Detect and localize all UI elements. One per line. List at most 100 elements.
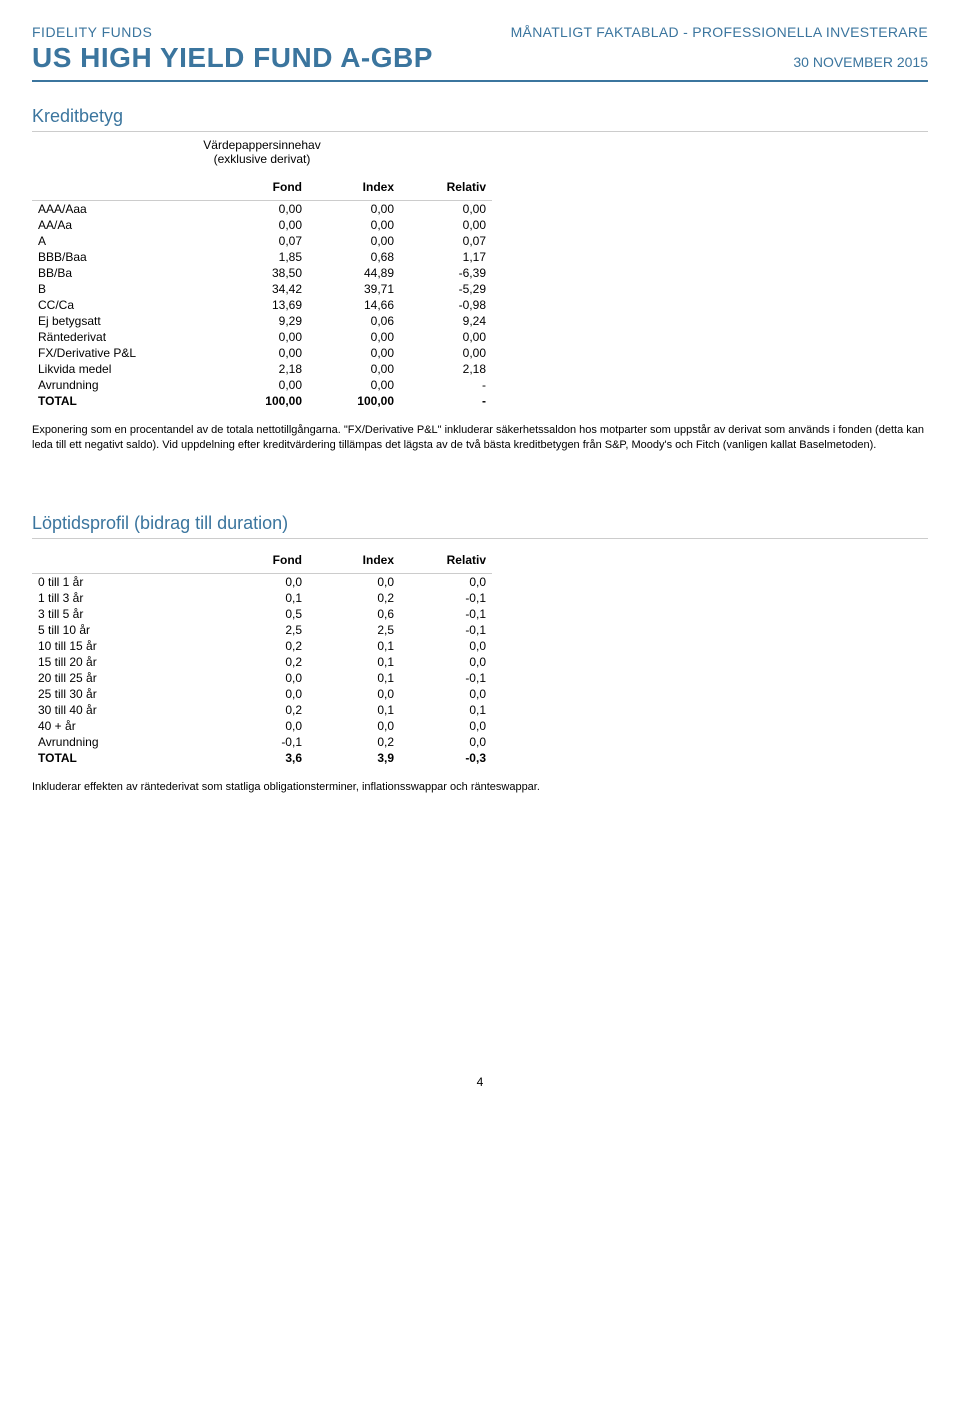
table-cell: -0,1	[400, 622, 492, 638]
table-row: A0,070,000,07	[32, 233, 492, 249]
table-cell: 100,00	[308, 393, 400, 409]
table-cell: -0,1	[400, 670, 492, 686]
table-cell: 0,00	[216, 345, 308, 361]
table-cell: 0,00	[308, 233, 400, 249]
table-cell: -6,39	[400, 265, 492, 281]
table-cell: 0,00	[400, 345, 492, 361]
table-cell: CC/Ca	[32, 297, 216, 313]
table-row: BBB/Baa1,850,681,17	[32, 249, 492, 265]
table-cell: B	[32, 281, 216, 297]
table-row: 10 till 15 år0,20,10,0	[32, 638, 492, 654]
table-cell: 20 till 25 år	[32, 670, 216, 686]
table-row: Ej betygsatt9,290,069,24	[32, 313, 492, 329]
table-cell: Avrundning	[32, 377, 216, 393]
table-cell: 0,2	[308, 590, 400, 606]
table-row: 0 till 1 år0,00,00,0	[32, 573, 492, 590]
table-cell: 3,9	[308, 750, 400, 766]
table-cell: 0,0	[216, 573, 308, 590]
report-date: 30 NOVEMBER 2015	[793, 54, 928, 70]
table-cell: 39,71	[308, 281, 400, 297]
table-cell: 0,0	[216, 718, 308, 734]
table-row: BB/Ba38,5044,89-6,39	[32, 265, 492, 281]
table-cell: 0,0	[216, 670, 308, 686]
table-row: B34,4239,71-5,29	[32, 281, 492, 297]
table-cell: AAA/Aaa	[32, 201, 216, 218]
header-top: FIDELITY FUNDS MÅNATLIGT FAKTABLAD - PRO…	[32, 24, 928, 40]
table-cell: 1,85	[216, 249, 308, 265]
table-cell: 0,2	[216, 654, 308, 670]
maturity-col-relativ: Relativ	[400, 549, 492, 574]
table-cell: 0,0	[400, 718, 492, 734]
table-cell: Likvida medel	[32, 361, 216, 377]
table-row: 3 till 5 år0,50,6-0,1	[32, 606, 492, 622]
brand-label: FIDELITY FUNDS	[32, 24, 152, 40]
table-cell: 0,2	[308, 734, 400, 750]
table-cell: 0,00	[216, 217, 308, 233]
table-cell: 9,29	[216, 313, 308, 329]
table-cell: 0,1	[216, 590, 308, 606]
table-cell: 0,0	[308, 573, 400, 590]
table-row: AAA/Aaa0,000,000,00	[32, 201, 492, 218]
credit-col-index: Index	[308, 176, 400, 201]
maturity-profile-section: Löptidsprofil (bidrag till duration) Fon…	[32, 513, 928, 795]
page-number: 4	[32, 1075, 928, 1089]
credit-subtitle-line2: (exklusive derivat)	[214, 152, 311, 166]
table-cell: 40 + år	[32, 718, 216, 734]
table-cell: 25 till 30 år	[32, 686, 216, 702]
table-cell: 0,2	[216, 638, 308, 654]
table-cell: 0,1	[308, 702, 400, 718]
table-cell: -0,1	[216, 734, 308, 750]
table-cell: 0,00	[308, 377, 400, 393]
credit-table: Fond Index Relativ AAA/Aaa0,000,000,00AA…	[32, 176, 492, 409]
credit-subtitle: Värdepappersinnehav (exklusive derivat)	[32, 138, 492, 166]
table-row: Likvida medel2,180,002,18	[32, 361, 492, 377]
table-cell: 2,5	[308, 622, 400, 638]
table-cell: 0,00	[308, 201, 400, 218]
table-cell: 0,2	[216, 702, 308, 718]
maturity-col-fond: Fond	[216, 549, 308, 574]
table-cell: 0,68	[308, 249, 400, 265]
table-row: 40 + år0,00,00,0	[32, 718, 492, 734]
table-cell: -0,3	[400, 750, 492, 766]
header-main: US HIGH YIELD FUND A-GBP 30 NOVEMBER 201…	[32, 42, 928, 82]
table-cell: 0,0	[400, 734, 492, 750]
credit-header-row: Fond Index Relativ	[32, 176, 492, 201]
maturity-header-row: Fond Index Relativ	[32, 549, 492, 574]
table-cell: 0,00	[308, 361, 400, 377]
table-cell: Avrundning	[32, 734, 216, 750]
table-row: FX/Derivative P&L0,000,000,00	[32, 345, 492, 361]
table-cell: 3,6	[216, 750, 308, 766]
table-row: 15 till 20 år0,20,10,0	[32, 654, 492, 670]
table-cell: 34,42	[216, 281, 308, 297]
credit-col-relativ: Relativ	[400, 176, 492, 201]
table-cell: A	[32, 233, 216, 249]
table-cell: 0,07	[216, 233, 308, 249]
table-cell: 2,5	[216, 622, 308, 638]
table-cell: Ej betygsatt	[32, 313, 216, 329]
table-cell: BBB/Baa	[32, 249, 216, 265]
table-row: 5 till 10 år2,52,5-0,1	[32, 622, 492, 638]
table-row: CC/Ca13,6914,66-0,98	[32, 297, 492, 313]
table-total-row: TOTAL100,00100,00-	[32, 393, 492, 409]
table-cell: 0,1	[400, 702, 492, 718]
table-cell: 0,0	[400, 686, 492, 702]
table-cell: 0,00	[308, 329, 400, 345]
table-row: 20 till 25 år0,00,1-0,1	[32, 670, 492, 686]
table-cell: 0,00	[400, 217, 492, 233]
table-cell: 0,1	[308, 654, 400, 670]
table-cell: 0,0	[308, 686, 400, 702]
table-cell: -	[400, 377, 492, 393]
table-cell: 2,18	[216, 361, 308, 377]
table-cell: 44,89	[308, 265, 400, 281]
table-cell: 38,50	[216, 265, 308, 281]
table-cell: TOTAL	[32, 750, 216, 766]
table-cell: 9,24	[400, 313, 492, 329]
maturity-col-index: Index	[308, 549, 400, 574]
table-cell: 0,0	[400, 638, 492, 654]
table-row: 1 till 3 år0,10,2-0,1	[32, 590, 492, 606]
maturity-footnote: Inkluderar effekten av räntederivat som …	[32, 780, 928, 795]
table-cell: 0,6	[308, 606, 400, 622]
maturity-col-blank	[32, 549, 216, 574]
table-cell: 0 till 1 år	[32, 573, 216, 590]
table-cell: 5 till 10 år	[32, 622, 216, 638]
